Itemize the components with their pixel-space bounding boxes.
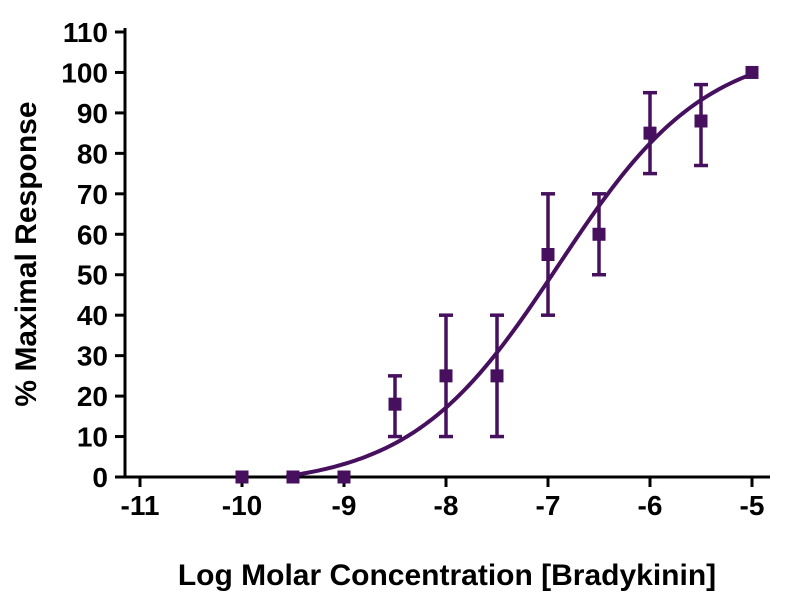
y-tick-label: 70: [77, 179, 108, 210]
x-tick-label: -11: [121, 490, 160, 521]
x-tick-label: -5: [740, 490, 765, 521]
x-tick-label: -8: [434, 490, 459, 521]
x-tick-label: -9: [332, 490, 357, 521]
data-point-marker: [235, 470, 249, 484]
y-tick-label: 90: [77, 98, 108, 129]
data-point-marker: [286, 470, 300, 484]
y-tick-label: 20: [77, 381, 108, 412]
y-tick-label: 40: [77, 300, 108, 331]
y-tick-label: 80: [77, 138, 108, 169]
x-tick-label: -6: [638, 490, 663, 521]
plot-area: -11 -10 -9 -8 -7 -6 -5 0 10 20 30 40 50 60 70 80 90 100 11…: [61, 17, 770, 521]
y-tick-label: 30: [77, 341, 108, 372]
data-point-marker: [439, 369, 453, 383]
y-tick-label: 50: [77, 260, 108, 291]
x-axis-title: Log Molar Concentration [Bradykinin]: [178, 559, 716, 592]
data-point-marker: [643, 126, 657, 140]
data-point-marker: [694, 114, 708, 128]
data-point-marker: [745, 65, 759, 79]
x-tick-label: -7: [536, 490, 561, 521]
x-tick-label: -10: [222, 490, 262, 521]
y-axis-title: % Maximal Response: [10, 101, 43, 406]
y-tick-label: 0: [92, 462, 108, 493]
data-point-marker: [541, 248, 555, 261]
data-point-marker: [337, 470, 351, 484]
data-point-marker: [388, 397, 402, 411]
data-point-marker: [490, 369, 504, 383]
y-tick-label: 60: [77, 219, 108, 250]
y-tick-label: 10: [77, 422, 108, 453]
data-point-marker: [592, 227, 606, 241]
fit-curve: [285, 72, 752, 479]
y-tick-label: 110: [63, 17, 108, 48]
y-tick-label: 100: [61, 57, 108, 88]
